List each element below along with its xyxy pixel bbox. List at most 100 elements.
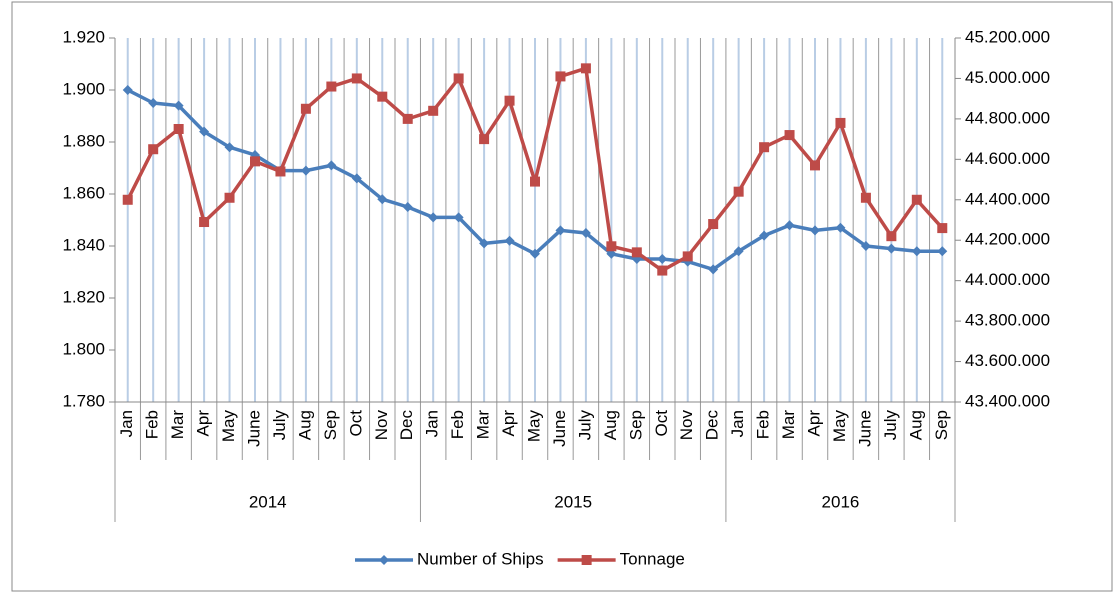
y2-tick-label: 43.800.000	[965, 311, 1050, 330]
marker	[937, 246, 948, 257]
x-group-label: 2016	[822, 492, 860, 511]
x-tick-label: July	[881, 410, 900, 441]
x-tick-label: Dec	[703, 410, 722, 441]
x-tick-label: May	[219, 410, 238, 443]
marker	[784, 130, 795, 141]
x-tick-label: Apr	[499, 410, 518, 437]
marker	[275, 166, 286, 177]
x-tick-label: Sep	[932, 410, 951, 440]
y2-tick-label: 44.200.000	[965, 230, 1050, 249]
marker	[911, 246, 922, 257]
y2-tick-label: 44.000.000	[965, 270, 1050, 289]
marker	[479, 134, 490, 145]
marker	[606, 248, 617, 259]
marker	[504, 235, 515, 246]
marker	[784, 220, 795, 231]
marker	[581, 555, 592, 565]
x-tick-label: May	[830, 410, 849, 443]
marker	[326, 81, 337, 92]
y2-tick-label: 45.200.000	[965, 27, 1050, 46]
x-tick-label: Oct	[346, 410, 365, 437]
marker	[733, 186, 744, 197]
x-tick-label: Oct	[652, 410, 671, 437]
marker	[708, 264, 719, 275]
x-tick-label: Jan	[117, 410, 136, 437]
marker	[657, 265, 668, 276]
marker	[379, 555, 389, 565]
y-tick-label: 1.840	[62, 235, 105, 254]
y-tick-label: 1.820	[62, 287, 105, 306]
y-tick-label: 1.800	[62, 339, 105, 358]
x-tick-label: Mar	[168, 410, 187, 440]
marker	[886, 243, 897, 254]
y-tick-label: 1.780	[62, 391, 105, 410]
marker	[810, 160, 820, 171]
y2-tick-label: 43.400.000	[965, 391, 1050, 410]
marker	[224, 192, 235, 203]
marker	[428, 212, 439, 223]
marker	[860, 192, 871, 203]
marker	[148, 98, 159, 108]
marker	[453, 73, 464, 84]
y2-tick-label: 45.000.000	[965, 68, 1050, 87]
marker	[402, 113, 413, 124]
y-tick-label: 1.920	[62, 27, 105, 46]
x-tick-label: Jan	[728, 410, 747, 437]
x-tick-label: Apr	[804, 410, 823, 437]
x-tick-label: Jan	[423, 410, 442, 437]
marker	[555, 71, 566, 82]
x-tick-label: May	[524, 410, 543, 443]
marker	[377, 91, 388, 102]
x-tick-label: Feb	[143, 410, 162, 439]
marker	[326, 160, 337, 171]
marker	[199, 217, 210, 228]
marker	[860, 241, 871, 251]
marker	[530, 176, 540, 187]
x-tick-label: Apr	[194, 410, 213, 437]
x-tick-label: Nov	[677, 410, 696, 441]
marker	[199, 126, 210, 137]
marker	[530, 248, 540, 259]
x-tick-label: June	[855, 410, 874, 447]
marker	[351, 73, 362, 84]
x-tick-label: Aug	[295, 410, 314, 440]
y2-tick-label: 44.400.000	[965, 189, 1050, 208]
marker	[148, 144, 159, 155]
x-tick-label: Feb	[754, 410, 773, 439]
marker	[250, 156, 260, 167]
x-tick-label: June	[550, 410, 569, 447]
marker	[657, 254, 668, 264]
marker	[428, 105, 439, 116]
marker	[173, 124, 184, 134]
x-tick-label: Sep	[321, 410, 340, 440]
y2-tick-label: 43.600.000	[965, 351, 1050, 370]
marker	[224, 142, 235, 153]
x-tick-label: Aug	[906, 410, 925, 440]
chart-frame	[11, 1, 1113, 592]
x-tick-label: July	[270, 410, 289, 441]
marker	[835, 117, 846, 128]
legend-label: Number of Ships	[417, 549, 544, 568]
x-tick-label: Dec	[397, 410, 416, 441]
x-group-label: 2014	[249, 492, 287, 511]
marker	[911, 194, 922, 205]
marker	[682, 251, 693, 262]
marker	[453, 212, 464, 223]
marker	[479, 238, 490, 249]
marker	[835, 222, 846, 233]
y-tick-label: 1.880	[62, 131, 105, 150]
marker	[122, 194, 133, 205]
marker	[377, 194, 388, 205]
x-tick-label: July	[575, 410, 594, 441]
x-tick-label: Sep	[626, 410, 645, 440]
y2-tick-label: 44.800.000	[965, 108, 1050, 127]
x-tick-label: Feb	[448, 410, 467, 439]
marker	[504, 95, 515, 106]
marker	[759, 142, 770, 153]
marker	[300, 165, 311, 176]
x-tick-label: Mar	[779, 410, 798, 440]
legend-label: Tonnage	[620, 549, 685, 568]
marker	[733, 246, 744, 257]
x-tick-label: Mar	[474, 410, 493, 440]
